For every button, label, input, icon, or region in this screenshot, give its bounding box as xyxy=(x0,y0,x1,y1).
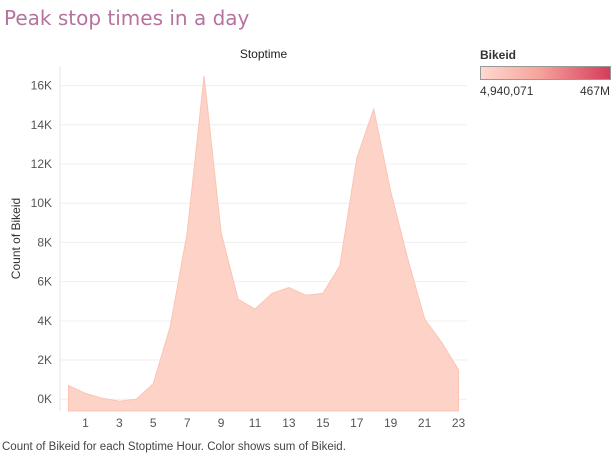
x-tick-label: 17 xyxy=(350,416,364,430)
chart-caption: Count of Bikeid for each Stoptime Hour. … xyxy=(2,441,346,453)
legend-min-label: 4,940,071 xyxy=(480,84,534,98)
chart-title: Peak stop times in a day xyxy=(4,6,250,30)
legend-max-label: 467M xyxy=(579,84,610,98)
y-tick-label: 0K xyxy=(37,392,52,406)
x-tick-label: 11 xyxy=(249,416,262,430)
y-tick-label: 16K xyxy=(31,79,52,93)
x-tick-label: 15 xyxy=(316,416,330,430)
legend-title: Bikeid xyxy=(480,48,517,62)
x-tick-label: 3 xyxy=(116,416,123,430)
x-axis-ticks: 1 3 5 7 9 11 13 15 17 19 21 23 xyxy=(82,416,465,430)
x-tick-label: 7 xyxy=(184,416,191,430)
y-tick-label: 8K xyxy=(37,235,52,249)
y-tick-label: 2K xyxy=(37,353,52,367)
color-legend-bar[interactable] xyxy=(480,66,611,80)
y-tick-label: 14K xyxy=(31,118,52,132)
x-tick-label: 13 xyxy=(282,416,296,430)
x-tick-label: 21 xyxy=(418,416,432,430)
y-tick-label: 10K xyxy=(31,196,52,210)
y-tick-label: 12K xyxy=(31,157,52,171)
y-axis-ticks: 0K 2K 4K 6K 8K 10K 12K 14K 16K xyxy=(31,79,52,407)
y-axis-label: Count of Bikeid xyxy=(9,198,23,279)
x-tick-label: 1 xyxy=(82,416,89,430)
y-tick-label: 4K xyxy=(37,314,52,328)
column-header: Stoptime xyxy=(240,47,288,61)
x-tick-label: 19 xyxy=(384,416,398,430)
x-tick-label: 23 xyxy=(452,416,466,430)
gridlines xyxy=(59,66,467,411)
stoptime-area[interactable] xyxy=(67,75,460,412)
y-tick-label: 6K xyxy=(37,275,52,289)
x-tick-label: 5 xyxy=(150,416,157,430)
x-tick-label: 9 xyxy=(218,416,225,430)
